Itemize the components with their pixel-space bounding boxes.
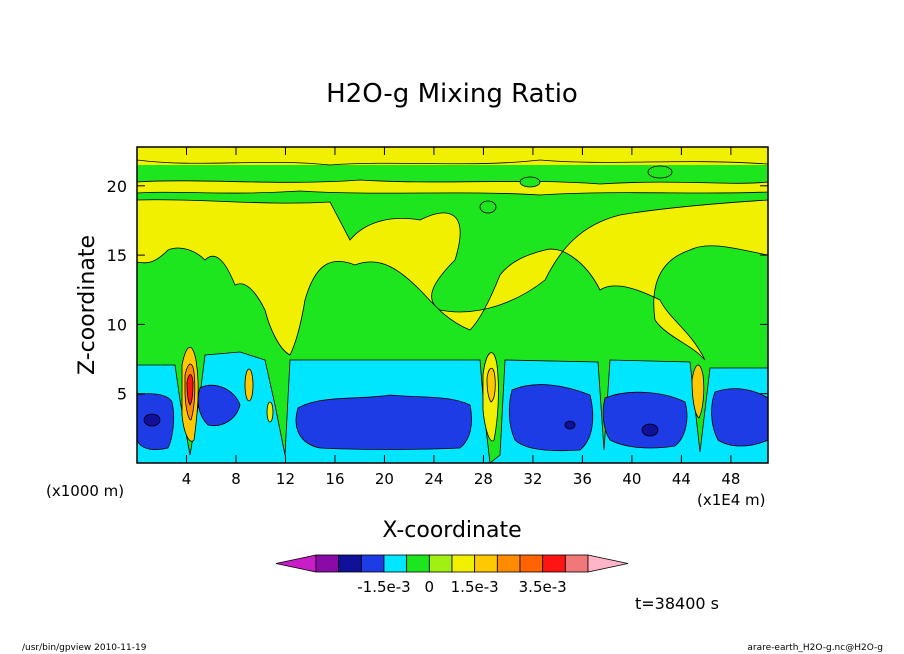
- y-tick-label: 5: [117, 385, 127, 404]
- x-tick-label: 8: [231, 470, 241, 488]
- field-blue-core: [197, 384, 241, 427]
- field-blue-core: [602, 391, 688, 449]
- y-tick-label: 10: [107, 315, 127, 334]
- x-tick-label: 28: [474, 470, 493, 488]
- field-dark-core: [564, 420, 576, 430]
- footer-right: arare-earth_H2O-g.nc@H2O-g: [747, 643, 883, 653]
- colorbar: -1.5e-3 0 1.5e-3 3.5e-3: [275, 554, 629, 596]
- x-tick-label: 4: [182, 470, 192, 488]
- field-band-2: [137, 179, 768, 196]
- plot-area: [137, 147, 768, 463]
- colorbar-swatch: [360, 554, 385, 573]
- colorbar-swatch: [542, 554, 566, 573]
- x-tick-label: 32: [523, 470, 542, 488]
- field-plume: [486, 367, 496, 403]
- x-axis-label: X-coordinate: [382, 518, 521, 543]
- field-upper-band-edge: [137, 147, 768, 166]
- y-axis-label: Z-coordinate: [75, 235, 100, 375]
- colorbar-label: 3.5e-3: [519, 578, 567, 596]
- x-unit-right-label: (x1E4 m): [697, 491, 766, 509]
- field-blue-core: [295, 394, 472, 450]
- x-tick-label: 48: [721, 470, 740, 488]
- colorbar-swatch: [519, 554, 544, 573]
- colorbar-swatch: [338, 554, 362, 573]
- y-tick-label: 20: [107, 177, 127, 196]
- x-tick-label: 40: [622, 470, 641, 488]
- field-dark-core: [641, 423, 659, 437]
- colorbar-swatch: [496, 554, 521, 573]
- x-tick-label: 24: [424, 470, 443, 488]
- field-plume: [266, 401, 274, 423]
- x-tick-label: 44: [672, 470, 691, 488]
- colorbar-swatch: [406, 554, 430, 573]
- field-plume: [244, 368, 254, 402]
- colorbar-swatch: [428, 554, 453, 573]
- field-plume: [186, 374, 194, 406]
- chart-title: H2O-g Mixing Ratio: [326, 79, 578, 109]
- footer-left: /usr/bin/gpview 2010-11-19: [22, 643, 147, 653]
- colorbar-swatch: [275, 554, 317, 573]
- x-tick-label: 20: [375, 470, 394, 488]
- colorbar-swatch: [474, 554, 498, 573]
- field-mid-yellow: [137, 199, 768, 361]
- colorbar-swatch: [315, 554, 340, 573]
- y-axis: 5 10 15 20: [107, 177, 768, 404]
- x-tick-label: 12: [276, 470, 295, 488]
- plot-frame: [136, 146, 769, 464]
- x-tick-label: 36: [573, 470, 592, 488]
- y-tick-label: 15: [107, 246, 127, 265]
- x-unit-label: (x1000 m): [46, 482, 124, 500]
- field-blue-core: [508, 384, 594, 452]
- colorbar-label: 0: [425, 578, 435, 596]
- time-annotation: t=38400 s: [635, 594, 719, 613]
- field-spot: [647, 165, 673, 179]
- colorbar-swatch: [564, 554, 589, 573]
- field-blue-core: [711, 388, 768, 447]
- colorbar-swatch: [451, 554, 476, 573]
- colorbar-label: -1.5e-3: [357, 578, 410, 596]
- field-dark-core: [143, 413, 161, 427]
- x-axis: 4 8 12 16 20 24 28 32 36 40 44 48: [182, 147, 740, 488]
- colorbar-swatch: [587, 554, 629, 573]
- colorbar-swatch: [383, 554, 408, 573]
- field-spot: [479, 200, 497, 214]
- field-plume: [691, 364, 705, 419]
- colorbar-label: 1.5e-3: [451, 578, 499, 596]
- x-tick-label: 16: [325, 470, 344, 488]
- field-spot: [519, 176, 541, 188]
